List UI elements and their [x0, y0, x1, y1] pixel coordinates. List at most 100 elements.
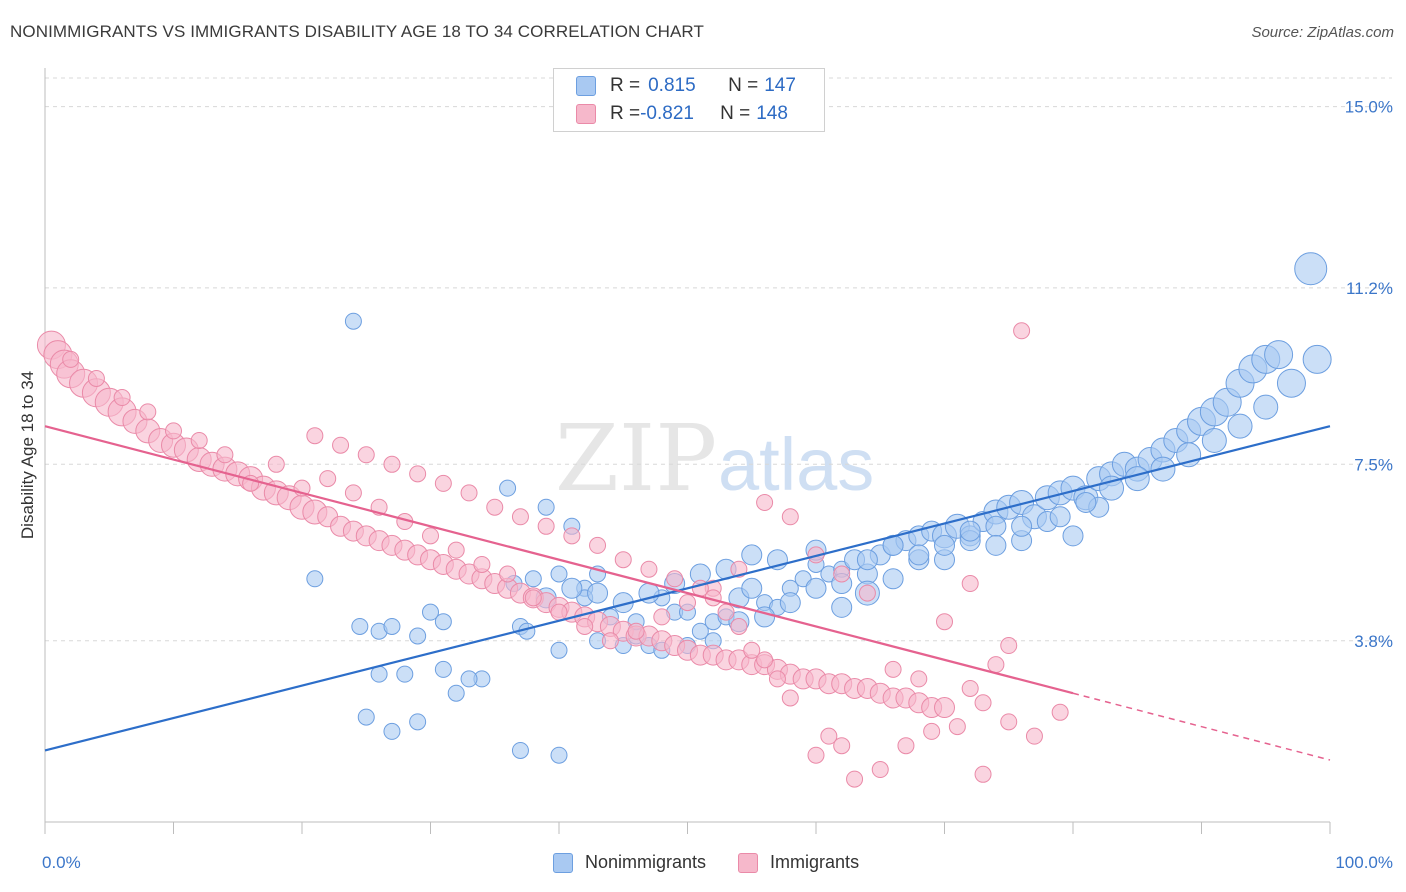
legend-swatch-pink: [576, 104, 596, 124]
immigrants-point: [601, 632, 619, 650]
legend-r-label: R =: [610, 103, 641, 124]
immigrants-point: [165, 422, 182, 440]
immigrants-point: [614, 551, 632, 569]
immigrants-point: [422, 527, 439, 545]
nonimmigrants-point: [934, 534, 955, 556]
immigrants-point: [344, 484, 362, 502]
legend-n-label: N =: [720, 103, 751, 124]
immigrants-point: [910, 670, 928, 688]
immigrants-point: [936, 613, 953, 631]
nonimmigrants-point: [537, 498, 555, 516]
nonimmigrants-point: [422, 603, 439, 621]
legend-label-nonimmigrants: Nonimmigrants: [585, 852, 707, 872]
nonimmigrants-point: [383, 722, 401, 740]
immigrants-point: [743, 641, 761, 659]
nonimmigrants-point: [409, 713, 427, 731]
nonimmigrants-point: [357, 708, 375, 726]
immigrants-point: [666, 570, 684, 588]
immigrants-point: [846, 770, 864, 788]
legend-swatch-blue: [576, 76, 596, 96]
nonimmigrants-point: [691, 622, 709, 640]
immigrants-point: [627, 622, 645, 640]
immigrants-point: [499, 565, 517, 583]
immigrants-point: [897, 737, 915, 755]
nonimmigrants-point: [1011, 515, 1033, 537]
immigrants-point: [306, 427, 324, 445]
immigrants-point: [807, 746, 825, 764]
immigrants-point: [730, 617, 748, 635]
immigrants-point: [447, 541, 465, 559]
nonimmigrants-point: [882, 568, 904, 590]
nonimmigrants-point: [550, 641, 568, 659]
immigrants-point: [833, 737, 851, 755]
legend-n-value: 148: [756, 103, 788, 124]
immigrants-point: [383, 455, 401, 473]
nonimmigrants-point: [434, 613, 452, 631]
legend-r-value: 0.815: [648, 75, 696, 96]
y-tick-label: 3.8%: [1354, 632, 1393, 651]
immigrants-point: [589, 536, 607, 554]
nonimmigrants-point: [306, 570, 324, 588]
immigrants-point: [550, 603, 568, 621]
immigrants-point: [87, 369, 105, 387]
nonimmigrants-point: [1201, 427, 1227, 453]
legend-n-value: 147: [764, 75, 796, 96]
nonimmigrants-point: [587, 582, 609, 604]
immigrants-point: [1051, 703, 1069, 721]
nonimmigrants-point: [460, 670, 478, 688]
legend-item-immigrants: Immigrants: [738, 852, 859, 873]
trend-lines: [44, 425, 1331, 761]
tick-labels: 3.8% 7.5% 11.2% 15.0% 0.0% 100.0%: [42, 98, 1393, 872]
immigrants-point: [961, 679, 979, 697]
watermark: ZIP atlas: [555, 405, 874, 512]
nonimmigrants-point: [409, 627, 427, 645]
immigrants-point: [139, 403, 157, 421]
nonimmigrants-point: [550, 565, 568, 583]
legend-r-label: R =: [610, 75, 641, 96]
immigrants-point: [486, 498, 504, 516]
immigrants-point: [820, 727, 838, 745]
immigrants-trend-extension: [1072, 692, 1331, 761]
immigrants-point: [756, 651, 774, 669]
nonimmigrants-point: [831, 596, 853, 618]
legend-swatch-pink: [738, 852, 759, 873]
nonimmigrants-point: [856, 549, 878, 571]
nonimmigrants-point: [351, 617, 369, 635]
immigrants-point: [190, 431, 208, 449]
nonimmigrants-point: [959, 520, 981, 542]
immigrants-point: [1000, 637, 1018, 655]
y-tick-label: 11.2%: [1346, 279, 1393, 298]
y-tick-label: 15.0%: [1345, 98, 1393, 117]
immigrants-point: [460, 484, 478, 502]
immigrants-point: [62, 350, 80, 368]
nonimmigrants-point: [561, 577, 583, 599]
nonimmigrants-point: [779, 592, 801, 614]
legend-item-nonimmigrants: Nonimmigrants: [553, 852, 706, 873]
immigrants-point: [871, 761, 889, 779]
nonimmigrants-point: [511, 741, 529, 759]
immigrants-point: [858, 584, 876, 602]
y-axis-label: Disability Age 18 to 34: [18, 370, 37, 540]
nonimmigrants-point: [1062, 525, 1084, 547]
immigrants-point: [781, 689, 799, 707]
nonimmigrants-point: [754, 606, 776, 628]
immigrants-point: [756, 493, 774, 511]
legend-n-label: N =: [728, 75, 759, 96]
immigrants-point: [679, 594, 696, 612]
nonimmigrants-point: [434, 660, 452, 678]
nonimmigrants-point: [1124, 466, 1150, 492]
immigrants-trend-line: [44, 425, 1074, 695]
nonimmigrants-point: [383, 617, 401, 635]
immigrants-point: [473, 555, 491, 573]
immigrants-point: [768, 670, 786, 688]
immigrants-point: [1000, 713, 1018, 731]
immigrants-point: [537, 517, 555, 535]
immigrants-point: [974, 765, 992, 783]
legend-row-immigrants: R = -0.821 N = 148: [576, 101, 788, 127]
immigrants-point: [833, 565, 851, 583]
immigrants-point: [576, 617, 594, 635]
immigrants-point: [267, 455, 285, 473]
immigrants-point: [923, 722, 941, 740]
nonimmigrants-point: [550, 746, 568, 764]
immigrants-point: [563, 527, 581, 545]
